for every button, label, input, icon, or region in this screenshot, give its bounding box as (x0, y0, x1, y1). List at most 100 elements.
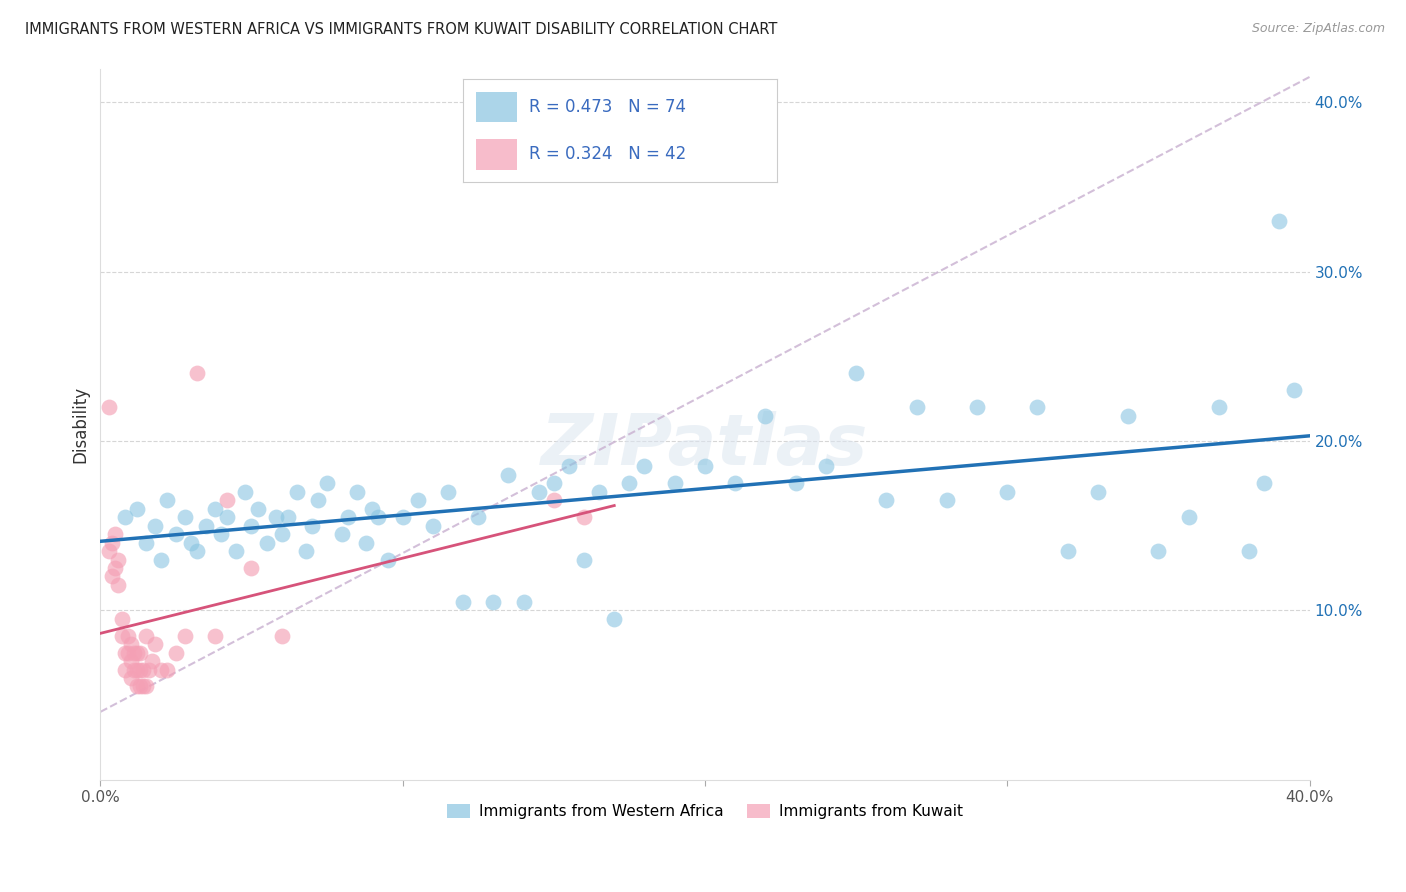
Point (270, 629, 292, 643)
Legend: Immigrants from Western Africa, Immigrants from Kuwait: Immigrants from Western Africa, Immigran… (441, 797, 969, 825)
Point (104, 561, 127, 575)
Point (543, 493, 565, 508)
Point (165, 527, 187, 541)
Point (128, 663, 150, 677)
Point (1268, 214, 1291, 228)
Point (337, 510, 360, 524)
Point (217, 493, 239, 508)
Point (406, 493, 429, 508)
Point (377, 552, 399, 566)
Point (785, 476, 807, 491)
Point (114, 510, 136, 524)
Point (225, 544, 247, 558)
Point (104, 527, 127, 541)
Point (572, 510, 595, 524)
Point (110, 629, 132, 643)
Point (451, 595, 474, 609)
Point (110, 612, 132, 626)
Point (101, 535, 124, 549)
Point (367, 510, 389, 524)
Point (98, 544, 121, 558)
Point (277, 510, 299, 524)
Point (588, 484, 610, 499)
Point (128, 680, 150, 694)
Point (1026, 400, 1049, 414)
Point (128, 646, 150, 660)
Point (117, 646, 139, 660)
Point (240, 561, 263, 575)
Point (131, 680, 153, 694)
Point (156, 493, 179, 508)
Point (633, 459, 655, 474)
Point (143, 518, 166, 533)
Y-axis label: Disability: Disability (72, 385, 89, 463)
Point (135, 535, 157, 549)
Point (543, 476, 565, 491)
Point (995, 484, 1018, 499)
Point (120, 637, 142, 651)
Point (125, 663, 148, 677)
Point (935, 493, 957, 508)
Point (619, 476, 641, 491)
Point (204, 629, 226, 643)
Point (558, 459, 581, 474)
Point (603, 612, 626, 626)
Point (875, 493, 897, 508)
Point (149, 552, 172, 566)
Point (186, 544, 208, 558)
Point (101, 569, 124, 583)
Point (356, 535, 378, 549)
Point (482, 595, 505, 609)
Point (120, 654, 142, 668)
Point (174, 510, 197, 524)
Point (754, 409, 776, 423)
Point (316, 476, 339, 491)
Point (527, 484, 550, 499)
Point (256, 535, 278, 549)
Point (98, 400, 121, 414)
Point (264, 510, 287, 524)
Point (174, 629, 197, 643)
Point (107, 552, 129, 566)
Point (141, 654, 163, 668)
Point (114, 663, 136, 677)
Point (138, 663, 160, 677)
Point (135, 629, 157, 643)
Point (724, 476, 747, 491)
Point (107, 578, 129, 592)
Point (120, 671, 142, 685)
Point (143, 637, 166, 651)
Point (217, 510, 239, 524)
Point (122, 646, 145, 660)
Point (295, 544, 318, 558)
Point (114, 646, 136, 660)
Point (131, 663, 153, 677)
Point (1087, 484, 1109, 499)
Point (1237, 544, 1260, 558)
Point (125, 680, 148, 694)
Point (1208, 400, 1230, 414)
Point (845, 366, 868, 380)
Point (512, 595, 534, 609)
Point (693, 459, 716, 474)
Point (240, 518, 263, 533)
Point (1284, 383, 1306, 397)
Point (180, 535, 202, 549)
Point (905, 400, 928, 414)
Point (330, 527, 353, 541)
Point (301, 518, 323, 533)
Point (195, 518, 218, 533)
Point (285, 484, 308, 499)
Point (498, 467, 520, 482)
Point (135, 680, 157, 694)
Point (437, 484, 460, 499)
Point (235, 484, 257, 499)
Text: ZIPatlas: ZIPatlas (541, 411, 869, 480)
Text: IMMIGRANTS FROM WESTERN AFRICA VS IMMIGRANTS FROM KUWAIT DISABILITY CORRELATION : IMMIGRANTS FROM WESTERN AFRICA VS IMMIGR… (25, 22, 778, 37)
Point (1147, 544, 1170, 558)
Point (422, 518, 444, 533)
Point (361, 501, 384, 516)
Point (1253, 476, 1275, 491)
Point (204, 501, 226, 516)
Point (467, 510, 489, 524)
